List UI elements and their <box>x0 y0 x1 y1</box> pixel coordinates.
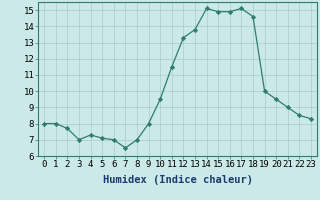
X-axis label: Humidex (Indice chaleur): Humidex (Indice chaleur) <box>103 175 252 185</box>
